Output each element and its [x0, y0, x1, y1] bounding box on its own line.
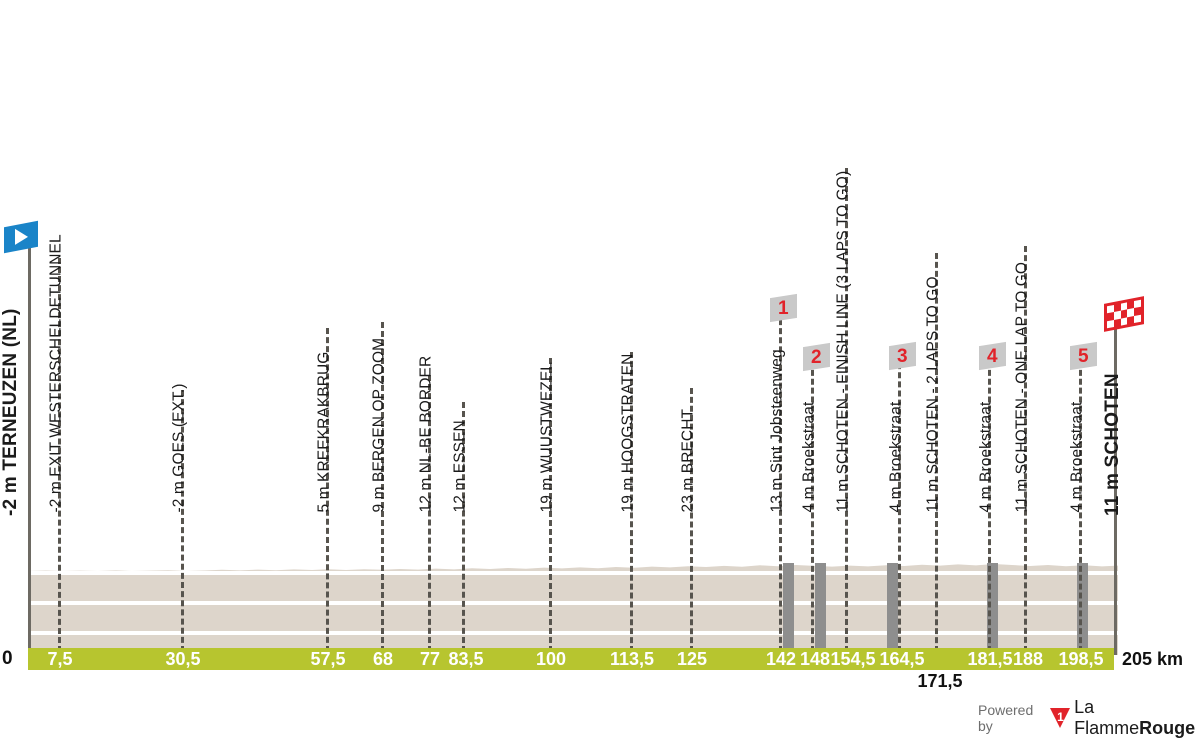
cobble-badge-3-number: 3: [897, 345, 908, 367]
cobble-badge-1-number: 1: [778, 297, 789, 319]
leader-line-1: [58, 258, 64, 652]
leader-line-11: [811, 352, 817, 652]
leader-line-4: [381, 322, 387, 652]
km-tick-end: 205 km: [1122, 649, 1184, 669]
distance-axis-bar: [28, 648, 1114, 670]
cobble-sector-2: [815, 563, 826, 655]
km-tick-57-5: 57,5: [310, 649, 346, 669]
flamme-rouge-triangle-icon: 1: [1050, 708, 1071, 728]
km-tick-181-5: 181,5: [967, 649, 1013, 669]
point-label-hoogstraten: 19 m HOOGSTRATEN: [619, 353, 637, 513]
cobble-badge-1: 1: [770, 293, 797, 323]
point-label-brecht: 23 m BRECHT: [679, 408, 697, 513]
point-label-wuustwezel: 19 m WUUSTWEZEL: [538, 362, 556, 513]
km-tick-77: 77: [419, 649, 441, 669]
cobble-badge-2-number: 2: [811, 346, 822, 368]
cobble-badge-2: 2: [803, 342, 830, 372]
point-label-broekstraat-3: 4 m Broekstraat: [977, 401, 995, 513]
leader-line-10: [779, 310, 785, 652]
leader-line-6: [462, 402, 468, 652]
km-tick-171-5: 171,5: [917, 671, 963, 691]
km-tick-142: 142: [765, 649, 797, 669]
brand-bold: Rouge: [1139, 718, 1196, 738]
leader-line-12: [845, 168, 851, 652]
cobble-sector-3: [887, 563, 898, 655]
point-label-schoten-one-lap: 11 m SCHOTEN - ONE LAP TO GO: [1013, 261, 1031, 513]
km-tick-154-5: 154,5: [830, 649, 876, 669]
point-label-kreekrakbrug: 5 m KREEKRAKBRUG: [315, 351, 333, 513]
cobble-sector-4: [987, 563, 998, 655]
brand-light: La Flamme: [1074, 697, 1140, 738]
point-label-schoten-finish: 11 m SCHOTEN: [1102, 373, 1123, 516]
gridline-1: [28, 571, 1118, 575]
km-tick-7-5: 7,5: [47, 649, 73, 669]
leader-line-17: [1079, 352, 1085, 652]
cobble-badge-5-number: 5: [1078, 345, 1089, 367]
km-tick-83-5: 83,5: [448, 649, 484, 669]
gridline-3: [28, 631, 1118, 635]
km-tick-113-5: 113,5: [609, 649, 655, 669]
brand-name: La FlammeRouge: [1074, 697, 1200, 739]
la-flamme-rouge-logo: 1 La FlammeRouge: [1050, 697, 1200, 739]
km-tick-198-5: 198,5: [1058, 649, 1104, 669]
km-tick-148: 148: [799, 649, 831, 669]
km-tick-30-5: 30,5: [165, 649, 201, 669]
cobble-sector-5: [1077, 563, 1088, 655]
terrain-path: [28, 564, 1118, 655]
start-flag-icon: [4, 220, 38, 254]
km-tick-188: 188: [1012, 649, 1044, 669]
cobble-badge-3: 3: [889, 341, 916, 371]
leader-line-8: [630, 352, 636, 652]
cobble-badge-5: 5: [1070, 341, 1097, 371]
point-label-essen: 12 m ESSEN: [451, 420, 469, 513]
point-label-schoten-finish-line: 11 m SCHOTEN - FINISH LINE (3 LAPS TO GO…: [834, 170, 852, 513]
gridline-2: [28, 601, 1118, 605]
cobble-sector-1: [783, 563, 794, 655]
cobble-badge-4: 4: [979, 341, 1006, 371]
leader-line-2: [181, 390, 187, 652]
leader-line-3: [326, 328, 332, 652]
elevation-terrain: [28, 540, 1118, 655]
point-label-terneuzen: -2 m TERNEUZEN (NL): [0, 308, 21, 516]
km-tick-100: 100: [535, 649, 567, 669]
footer-credit: Powered by 1 La FlammeRouge: [978, 697, 1200, 739]
finish-axis-line: [1114, 320, 1117, 655]
km-tick-0: 0: [2, 648, 13, 669]
powered-by-text: Powered by: [978, 702, 1034, 734]
point-label-goes: -2 m GOES (EXT.): [170, 383, 188, 513]
point-label-schoten-2-laps: 11 m SCHOTEN - 2 LAPS TO GO: [924, 276, 942, 513]
point-label-broekstraat-4: 4 m Broekstraat: [1068, 401, 1086, 513]
leader-line-16: [1024, 246, 1030, 652]
leader-line-15: [988, 352, 994, 652]
cobble-badge-4-number: 4: [987, 345, 998, 367]
leader-line-13: [898, 354, 904, 652]
km-tick-68: 68: [372, 649, 394, 669]
point-label-bergen-op-zoom: 9 m BERGEN OP ZOOM: [370, 337, 388, 513]
point-label-sint-jobsteenweg: 13 m Sint Jobsteenweg: [768, 349, 786, 513]
finish-flag-icon: [1104, 296, 1144, 332]
leader-line-7: [549, 358, 555, 652]
leader-line-5: [428, 375, 434, 652]
point-label-broekstraat-1: 4 m Broekstraat: [800, 401, 818, 513]
km-tick-125: 125: [676, 649, 708, 669]
leader-line-9: [690, 388, 696, 652]
flamme-rouge-digit: 1: [1057, 710, 1064, 724]
leader-line-14: [935, 253, 941, 652]
point-label-broekstraat-2: 4 m Broekstraat: [887, 401, 905, 513]
point-label-exit-westerscheldetunnel: -2 m EXIT WESTERSCHELDETUNNEL: [47, 234, 65, 513]
y-axis-line: [28, 230, 31, 655]
point-label-nl-be-border: 12 m NL-BE BORDER: [417, 355, 435, 513]
km-tick-164-5: 164,5: [879, 649, 925, 669]
